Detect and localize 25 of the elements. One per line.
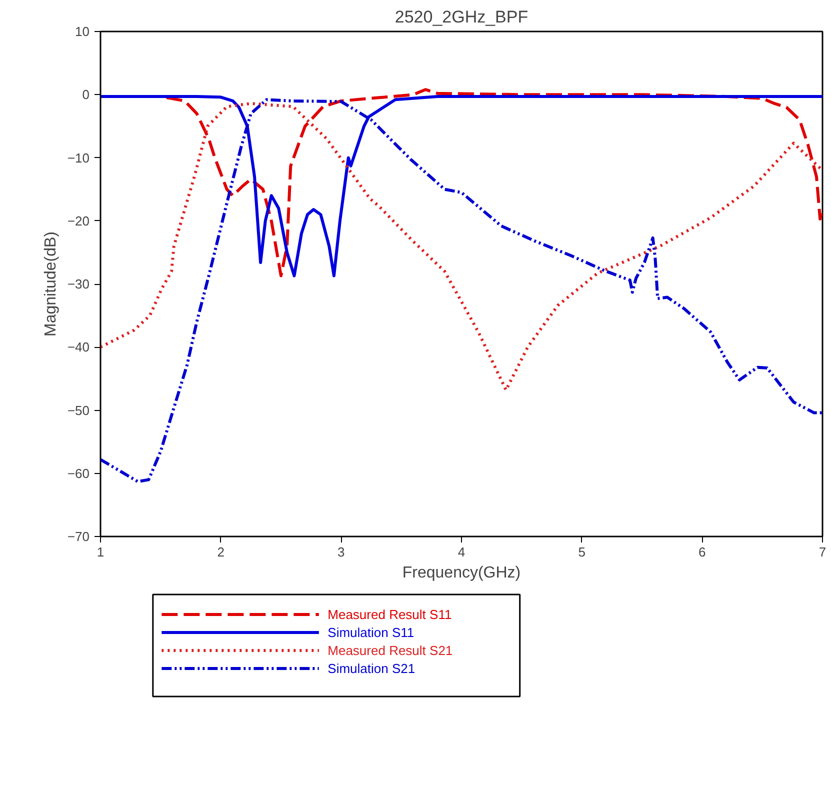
x-tick-label: 4: [458, 544, 466, 560]
text: Simulation S11: [328, 625, 414, 640]
text: Simulation S21: [328, 661, 416, 676]
x-tick-label: 2: [217, 544, 224, 560]
y-tick-label: 10: [75, 24, 90, 39]
x-tick-label: 3: [338, 544, 345, 560]
x-tick-label: 7: [818, 544, 826, 560]
y-axis-title: Magnitude(dB): [42, 232, 60, 336]
y-tick-label: −70: [67, 529, 90, 544]
y-tick-label: −40: [67, 340, 90, 355]
chart-title: 2520_2GHz_BPF: [394, 8, 528, 26]
y-tick-label: −60: [67, 466, 90, 481]
line-series: [100, 98, 822, 484]
y-tick-label: −10: [67, 150, 90, 166]
x-tick-label: 5: [578, 544, 586, 560]
y-tick-label: −20: [67, 213, 90, 228]
text: Measured Result S21: [328, 643, 453, 658]
line-series: [100, 102, 822, 392]
y-tick-label: 0: [82, 87, 90, 102]
x-axis-title: Frequency(GHz): [402, 564, 521, 582]
y-tick-label: −50: [67, 402, 90, 418]
y-tick-label: −30: [67, 276, 90, 292]
text: Measured Result S11: [328, 607, 452, 622]
x-tick-label: 6: [698, 544, 706, 560]
x-tick-label: 1: [96, 544, 104, 560]
